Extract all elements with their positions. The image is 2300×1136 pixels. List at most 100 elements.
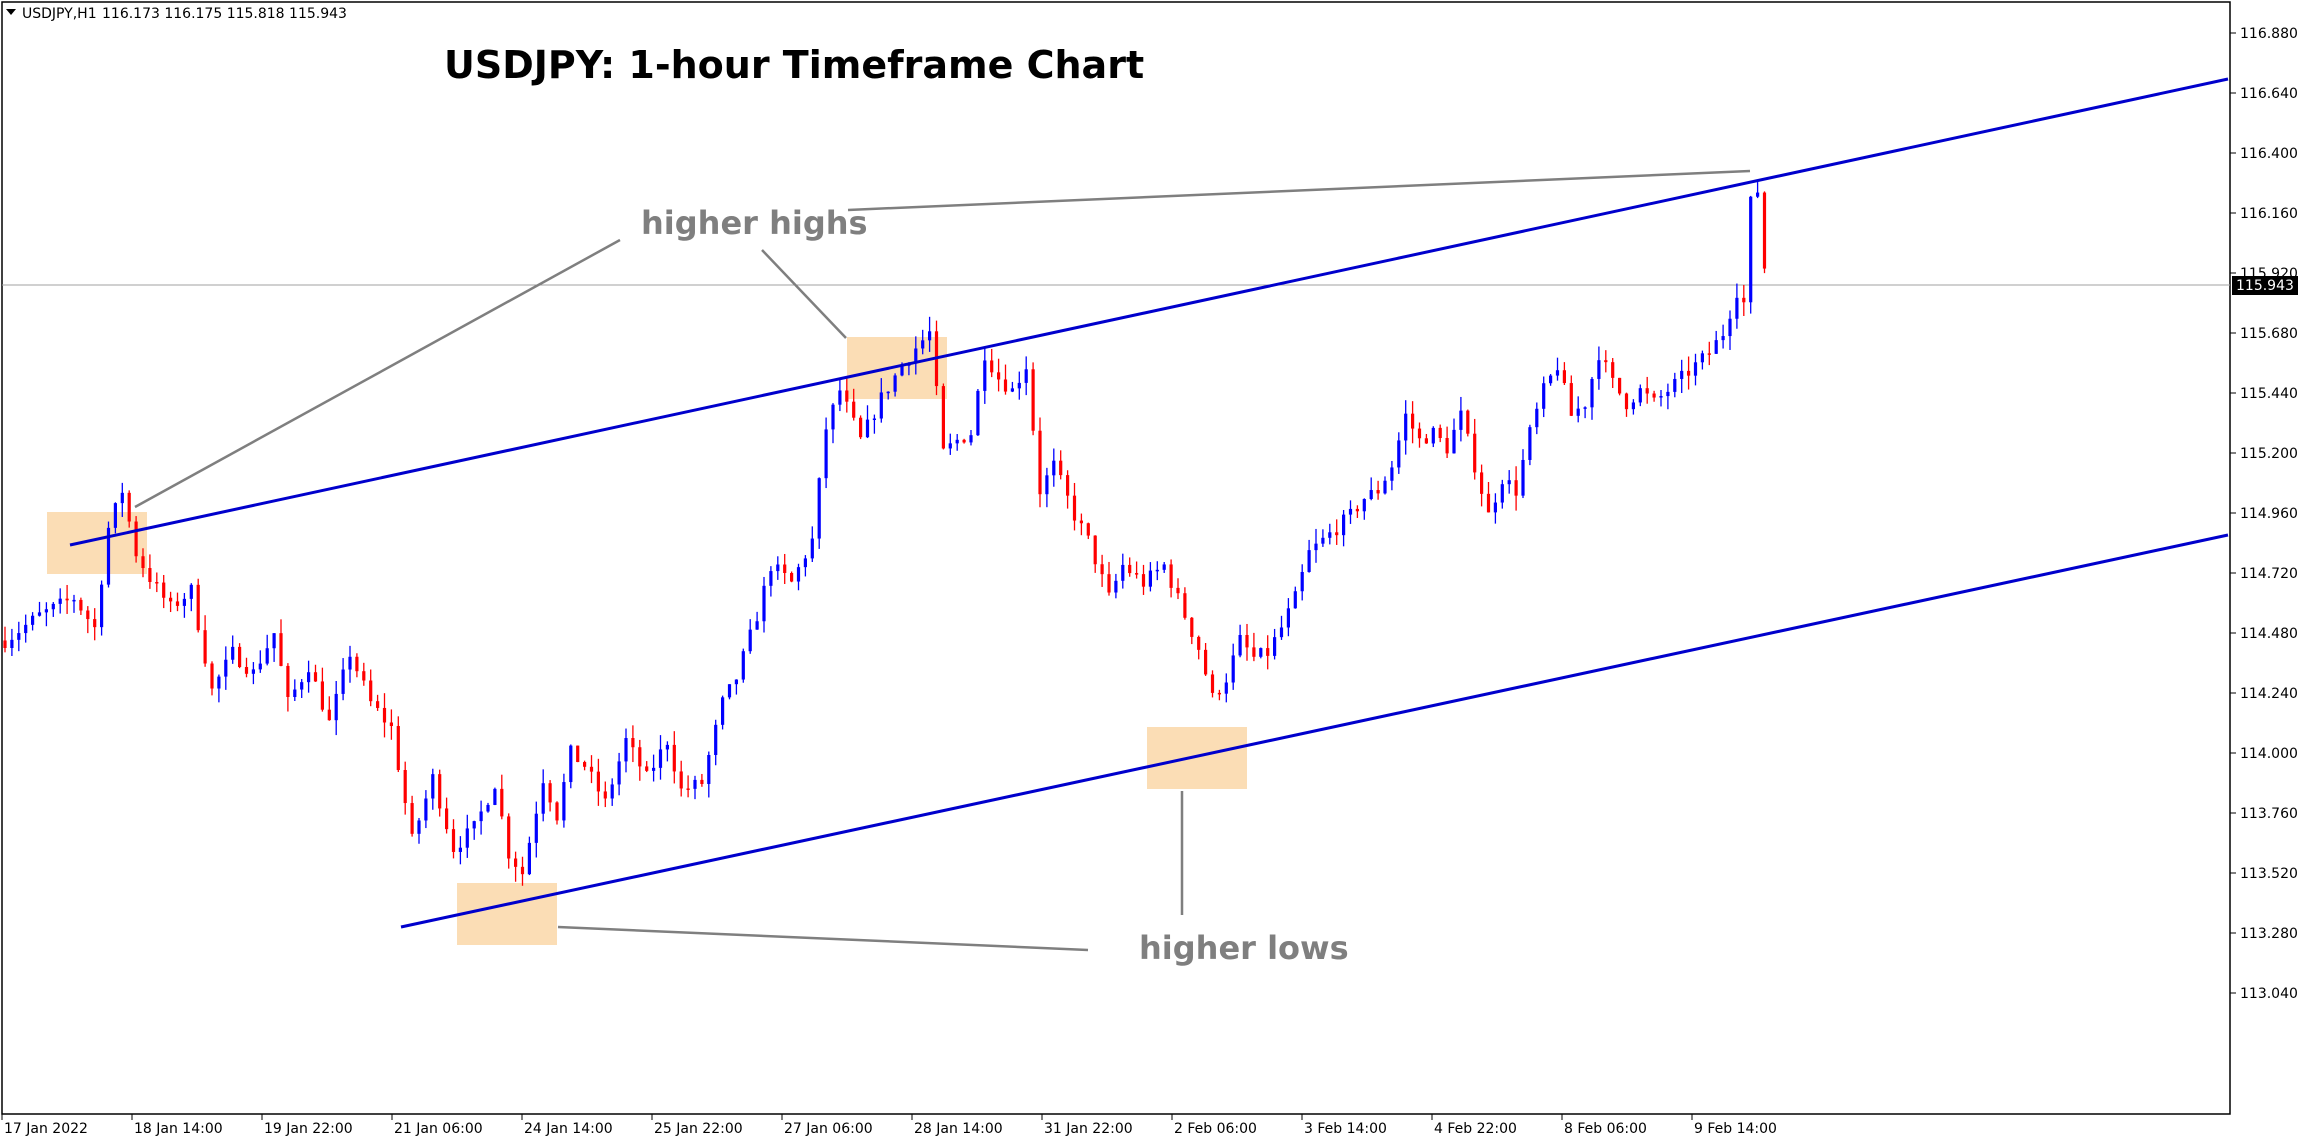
candle-body xyxy=(955,439,959,444)
candle-body xyxy=(589,766,594,772)
dropdown-arrow-icon[interactable] xyxy=(6,9,16,15)
candle-body xyxy=(458,847,462,852)
candle-body xyxy=(1452,429,1456,454)
candle-body xyxy=(1335,532,1339,536)
candle-body xyxy=(624,738,628,762)
candle-body xyxy=(1155,569,1159,572)
candle-body xyxy=(120,492,124,504)
candle-body xyxy=(1500,484,1504,503)
candle-body xyxy=(652,767,656,771)
candle-body xyxy=(1224,682,1228,694)
candle-body xyxy=(1059,460,1063,476)
candle-body xyxy=(286,665,290,697)
candle-body xyxy=(1417,428,1422,439)
candle-body xyxy=(389,722,393,727)
candle-body xyxy=(320,681,324,710)
candle-body xyxy=(1383,480,1387,494)
candle-body xyxy=(44,609,48,613)
candle-body xyxy=(1652,393,1656,398)
candle-body xyxy=(665,744,669,750)
candle-body xyxy=(224,659,228,677)
candle-body xyxy=(1569,383,1573,416)
candle-body xyxy=(1521,459,1525,496)
candle-body xyxy=(58,598,62,604)
candle-body xyxy=(1072,495,1077,521)
candle-body xyxy=(969,435,973,443)
y-tick-label: 114.720 xyxy=(2240,566,2298,582)
candle-body xyxy=(859,417,863,438)
candle-body xyxy=(148,568,152,583)
candle-body xyxy=(1438,427,1442,439)
candle-body xyxy=(583,762,587,767)
candle-body xyxy=(527,842,531,875)
candle-body xyxy=(1535,408,1539,428)
candle-body xyxy=(300,682,304,690)
x-tick-label: 31 Jan 22:00 xyxy=(1044,1121,1133,1136)
candle-body xyxy=(1342,514,1346,536)
candle-body xyxy=(1604,360,1608,363)
candle-body xyxy=(1307,550,1311,572)
x-tick-label: 17 Jan 2022 xyxy=(4,1121,88,1136)
annotation-line-hl-1 xyxy=(557,925,1089,952)
candle-body xyxy=(1086,523,1090,536)
candle-body xyxy=(1093,535,1097,565)
candle-body xyxy=(810,538,814,559)
candle-body xyxy=(1231,655,1235,683)
candle-body xyxy=(1404,413,1408,441)
candle-body xyxy=(1528,427,1532,460)
symbol-label: USDJPY,H1 xyxy=(22,6,97,22)
candle-body xyxy=(238,646,242,668)
y-tick-label: 116.160 xyxy=(2240,206,2298,222)
y-tick-label: 114.240 xyxy=(2240,686,2298,702)
candle-body xyxy=(1576,408,1580,416)
candle-body xyxy=(714,724,718,755)
candle-body xyxy=(86,610,90,620)
candle-body xyxy=(555,802,559,821)
x-axis: 17 Jan 2022 18 Jan 14:00 19 Jan 22:00 21 Ja… xyxy=(1,1114,1777,1136)
candle-body xyxy=(417,820,421,834)
candle-body xyxy=(776,564,780,572)
y-tick-label: 114.000 xyxy=(2240,746,2298,762)
y-tick-label: 116.400 xyxy=(2240,146,2298,162)
candle-body xyxy=(1321,537,1325,544)
y-tick-label: 116.640 xyxy=(2240,86,2298,102)
y-tick-label: 113.040 xyxy=(2240,986,2298,1002)
candle-body xyxy=(341,669,345,694)
candle-body xyxy=(1293,591,1297,609)
candle-body xyxy=(1493,502,1497,513)
candle-body xyxy=(1176,587,1180,594)
candle-body xyxy=(824,429,828,479)
candle-body xyxy=(169,597,173,602)
y-tick-label: 113.520 xyxy=(2240,866,2298,882)
candle-body xyxy=(1107,574,1111,593)
candle-body xyxy=(700,779,704,784)
candle-body xyxy=(1286,608,1290,628)
annotation-higher-highs: higher highs xyxy=(641,204,868,242)
candle-body xyxy=(1486,493,1491,513)
ohlc-values: 116.173 116.175 115.818 115.943 xyxy=(102,6,347,22)
candle-body xyxy=(1721,336,1725,341)
candle-body xyxy=(514,858,518,867)
x-tick-label: 4 Feb 22:00 xyxy=(1434,1121,1517,1136)
candle-body xyxy=(1355,508,1359,512)
candle-body xyxy=(1045,475,1049,495)
candle-body xyxy=(1638,388,1642,403)
candle-body xyxy=(596,771,600,792)
candle-body xyxy=(748,629,752,652)
candle-body xyxy=(803,558,807,568)
candle-body xyxy=(1480,472,1484,494)
candle-body xyxy=(203,630,207,664)
candle-body xyxy=(1128,564,1132,574)
x-tick-label: 18 Jan 14:00 xyxy=(134,1121,223,1136)
candle-body xyxy=(1583,407,1587,409)
candle-body xyxy=(686,788,690,790)
candle-body xyxy=(1052,460,1056,476)
candle-body xyxy=(1666,391,1670,397)
candle-body xyxy=(1273,637,1277,656)
candle-body xyxy=(783,564,787,574)
candle-body xyxy=(1135,573,1139,575)
candle-body xyxy=(1555,370,1560,376)
candle-body xyxy=(65,598,69,601)
x-tick-label: 24 Jan 14:00 xyxy=(524,1121,613,1136)
candle-body xyxy=(1100,564,1104,575)
